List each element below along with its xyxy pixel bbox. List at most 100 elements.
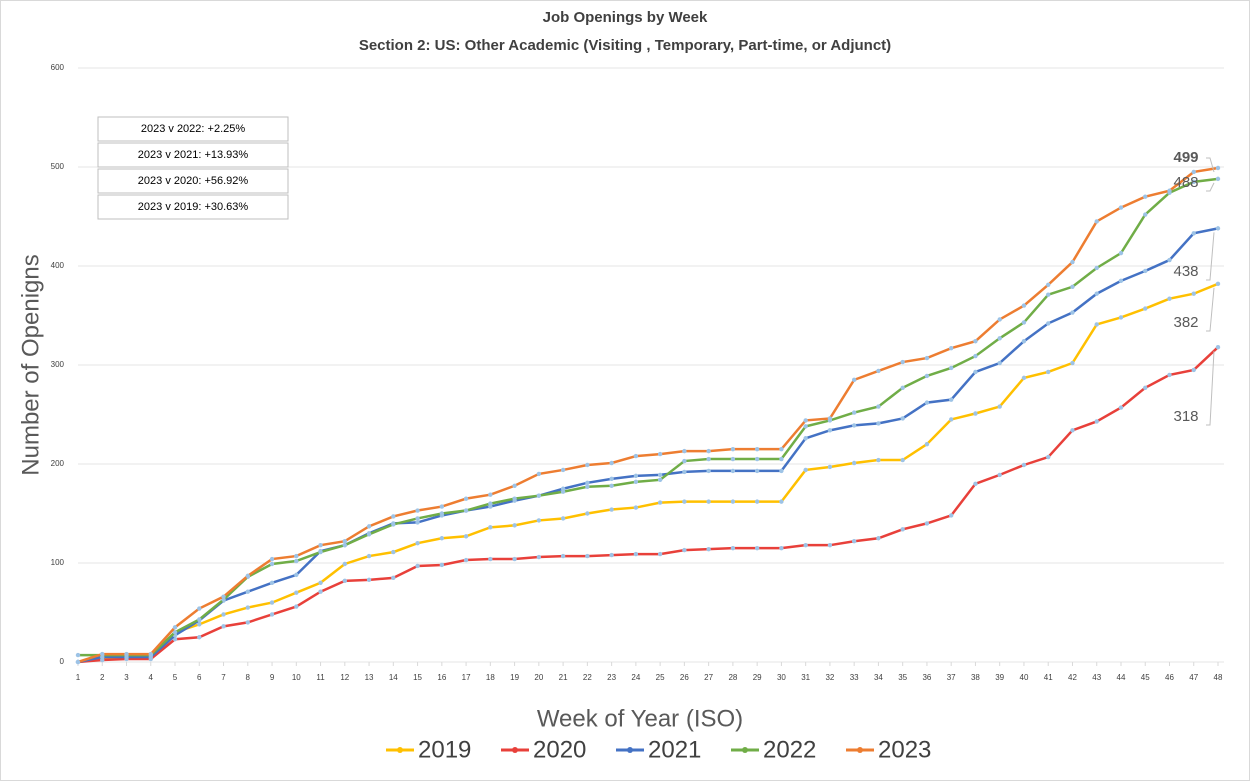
x-tick-label: 48 [1214,673,1223,682]
x-tick-label: 18 [486,673,495,682]
point [1215,176,1221,182]
point [1118,405,1124,410]
point [415,563,420,569]
legend-label: 2020 [533,736,586,763]
point [1021,320,1027,325]
point [1094,291,1099,296]
point [706,499,711,504]
point [75,652,81,658]
x-tick-label: 27 [704,673,713,682]
annotation: 2023 v 2020: +56.92% [138,175,249,187]
point [1094,419,1099,424]
point [391,514,396,519]
point [1191,367,1196,373]
x-tick-label: 34 [874,673,883,682]
point [973,353,978,359]
point [1046,454,1051,460]
point [876,536,881,541]
point [439,562,445,568]
point [1191,179,1196,185]
point [682,499,687,504]
point [1215,344,1221,350]
x-tick-label: 20 [534,673,543,682]
point [172,637,178,642]
point [1143,385,1148,390]
point [560,553,566,559]
point [851,377,857,383]
point [366,532,372,537]
point [1215,226,1221,231]
point [657,472,663,478]
point [754,468,760,474]
point [1021,375,1027,381]
end-label: 382 [1173,314,1198,331]
point [294,572,299,578]
annotation: 2023 v 2021: +13.93% [138,149,249,161]
point [851,410,857,415]
point [269,580,275,585]
point [633,473,639,479]
annotation-box [97,168,289,194]
point [633,479,639,485]
point [100,651,105,657]
point [1167,296,1172,301]
point [1118,315,1124,320]
point [172,630,178,635]
point [536,518,542,523]
point [1046,282,1051,288]
point [754,456,760,462]
point [1046,292,1051,297]
point [754,446,760,452]
x-tick-label: 26 [680,673,689,682]
point [924,521,930,526]
point [245,573,250,579]
x-tick-label: 33 [850,673,859,682]
point [560,489,566,494]
series-line [77,282,1219,664]
point [1094,265,1099,271]
x-tick-label: 1 [76,673,81,682]
point [318,580,323,585]
point [1021,462,1027,468]
point [779,545,784,551]
point [827,428,833,433]
point [1191,231,1196,236]
point [973,369,978,375]
x-tick-label: 7 [221,673,226,682]
point [245,605,250,610]
x-tick-label: 11 [316,673,325,682]
x-tick-label: 40 [1020,673,1029,682]
point [948,417,954,422]
x-tick-label: 44 [1117,673,1126,682]
point [197,617,202,622]
y-tick-label: 400 [51,261,65,270]
x-tick-label: 19 [510,673,519,682]
point [730,446,736,452]
point [924,355,930,361]
point [900,457,905,463]
point [803,542,808,548]
chart-subtitle: Section 2: US: Other Academic (Visiting … [359,37,891,54]
point [512,523,517,528]
point [657,551,663,557]
point [1070,310,1075,315]
point [1070,360,1075,366]
point [512,483,517,488]
point [900,385,905,390]
point [269,556,275,562]
point [585,462,590,468]
legend-marker [742,747,748,753]
point [682,469,687,475]
point [803,424,808,429]
point [730,468,736,474]
leader-line [1206,182,1215,192]
point [997,336,1002,341]
point [585,553,590,559]
point [221,612,226,617]
x-tick-label: 6 [197,673,202,682]
point [997,472,1002,478]
point [391,575,396,581]
point [730,456,736,462]
point [609,476,614,482]
